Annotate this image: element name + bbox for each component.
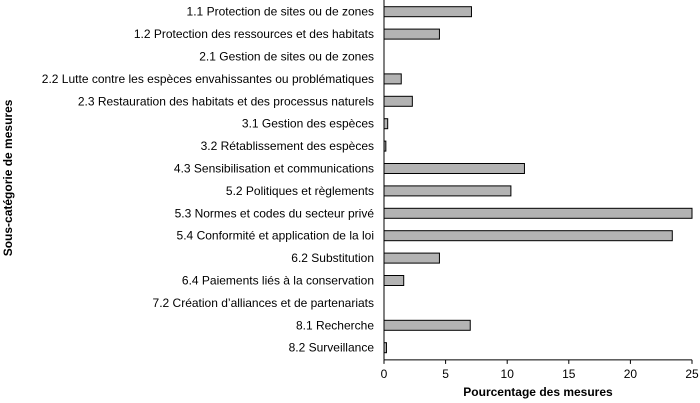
category-label: 8.2 Surveillance: [289, 341, 375, 355]
bars-group: [383, 6, 693, 354]
bar: [383, 28, 440, 40]
category-label: 5.3 Normes et codes du secteur privé: [175, 206, 375, 220]
category-label: 6.2 Substitution: [291, 251, 374, 265]
x-tick-label: 20: [624, 367, 638, 381]
category-label: 5.2 Politiques et règlements: [226, 184, 374, 198]
y-axis-title: Sous-catégorie de mesures: [1, 99, 15, 256]
bar: [383, 319, 471, 331]
bar: [383, 73, 402, 85]
bar: [383, 207, 693, 219]
category-label: 2.3 Restauration des habitats et des pro…: [78, 94, 374, 108]
bar: [383, 252, 440, 264]
category-label: 7.2 Création d’alliances et de partenari…: [153, 296, 374, 310]
bar: [383, 163, 525, 174]
category-label: 3.1 Gestion des espèces: [242, 117, 374, 131]
bar: [383, 6, 472, 18]
category-label: 1.1 Protection de sites ou de zones: [187, 5, 374, 19]
x-tick-label: 15: [562, 367, 576, 381]
x-axis-title: Pourcentage des mesures: [463, 385, 613, 399]
x-ticks-group: 0 5 10 15 20 25: [381, 359, 699, 381]
x-tick-label: 10: [501, 367, 515, 381]
bar: [383, 185, 512, 197]
category-label: 8.1 Recherche: [296, 318, 374, 332]
bar: [383, 230, 673, 242]
category-label: 2.1 Gestion de sites ou de zones: [199, 50, 374, 64]
category-label: 6.4 Paiements liés à la conservation: [182, 274, 374, 288]
category-label: 2.2 Lutte contre les espèces envahissant…: [42, 72, 374, 86]
category-label: 1.2 Protection des ressources et des hab…: [134, 27, 374, 41]
category-label: 4.3 Sensibilisation et communications: [174, 162, 374, 176]
bar: [383, 95, 413, 107]
bar: [383, 118, 389, 130]
category-label: 3.2 Rétablissement des espèces: [201, 139, 374, 153]
category-labels: 1.1 Protection de sites ou de zones 1.2 P…: [42, 5, 375, 355]
bar: [383, 275, 405, 286]
x-tick-label: 5: [442, 367, 449, 381]
category-label: 5.4 Conformité et application de la loi: [177, 229, 374, 243]
x-tick-label: 25: [685, 367, 699, 381]
x-tick-label: 0: [381, 367, 388, 381]
